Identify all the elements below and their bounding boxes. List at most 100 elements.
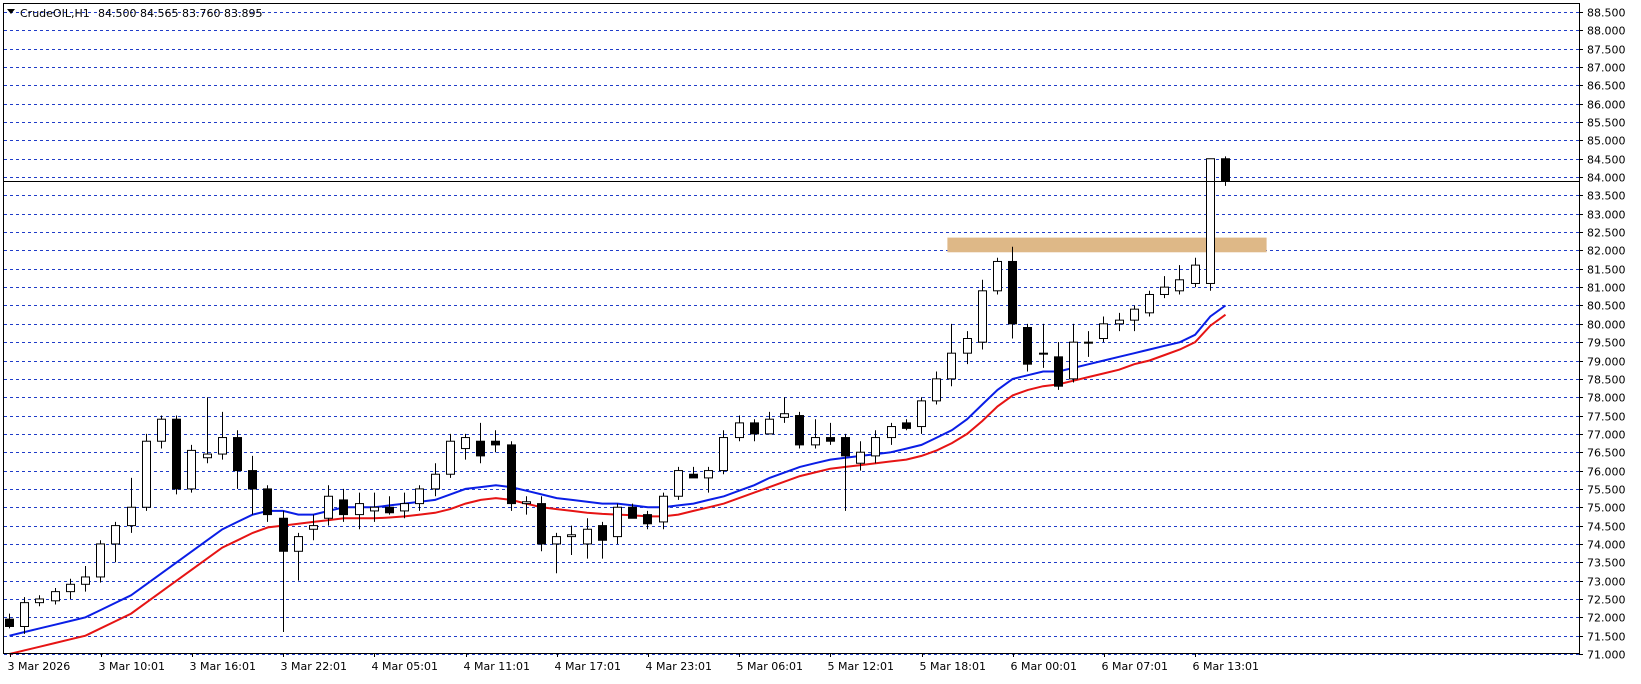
candle[interactable]	[203, 397, 212, 464]
candle[interactable]	[1145, 290, 1154, 317]
candle-body-bull	[613, 506, 622, 538]
candle-body-bull	[309, 525, 318, 530]
candle-body-bull	[856, 451, 865, 464]
candle[interactable]	[917, 397, 926, 434]
candle[interactable]	[507, 441, 516, 511]
candle[interactable]	[111, 521, 120, 563]
candle[interactable]	[659, 492, 668, 530]
candle[interactable]	[157, 415, 166, 449]
candle-body-bear	[689, 473, 698, 479]
candle[interactable]	[1206, 158, 1215, 291]
candle-body-bear	[537, 503, 546, 545]
candle[interactable]	[172, 415, 181, 495]
candle[interactable]	[431, 463, 440, 497]
candle[interactable]	[1099, 316, 1108, 343]
candle[interactable]	[1069, 323, 1078, 383]
candle[interactable]	[1191, 257, 1200, 288]
candle[interactable]	[370, 492, 379, 522]
candle[interactable]	[947, 323, 956, 387]
candle[interactable]	[248, 455, 257, 515]
candle[interactable]	[567, 525, 576, 555]
candle[interactable]	[187, 444, 196, 493]
candle[interactable]	[279, 510, 288, 632]
candle[interactable]	[476, 422, 485, 464]
candle[interactable]	[674, 466, 683, 500]
candle[interactable]	[826, 422, 835, 445]
time-axis[interactable]: 3 Mar 2026 3 Mar 10:01 3 Mar 16:01 3 Mar 22…	[8, 653, 1259, 673]
candle[interactable]	[233, 430, 242, 489]
candle[interactable]	[461, 433, 470, 460]
candle[interactable]	[765, 411, 774, 435]
candle[interactable]	[537, 496, 546, 552]
candle[interactable]	[1160, 276, 1169, 299]
price-axis[interactable]: 88.500 88.000 87.500 87.000 86.500 86.000 85.5…	[1579, 7, 1626, 662]
price-tick-label: 80.500	[1587, 300, 1626, 313]
candle[interactable]	[628, 503, 637, 519]
candle[interactable]	[142, 433, 151, 511]
candle[interactable]	[263, 485, 272, 522]
candle[interactable]	[294, 532, 303, 581]
candle[interactable]	[963, 331, 972, 365]
candle[interactable]	[1175, 265, 1184, 295]
candle-body-bear	[233, 437, 242, 472]
candle[interactable]	[856, 441, 865, 471]
candle[interactable]	[704, 466, 713, 493]
candle[interactable]	[1084, 331, 1093, 357]
candle[interactable]	[795, 411, 804, 449]
candle[interactable]	[598, 521, 607, 559]
price-tick-label: 88.000	[1587, 25, 1626, 38]
candle-body-bull	[719, 437, 728, 472]
candle[interactable]	[51, 587, 60, 605]
candle[interactable]	[81, 565, 90, 592]
candle[interactable]	[780, 397, 789, 423]
candle[interactable]	[1221, 156, 1230, 186]
candle-body-bear	[628, 506, 637, 519]
candle[interactable]	[978, 279, 987, 350]
candle[interactable]	[5, 613, 14, 629]
candle[interactable]	[35, 595, 44, 607]
candle[interactable]	[750, 419, 759, 442]
chevron-down-icon[interactable]	[7, 9, 15, 14]
candle[interactable]	[643, 510, 652, 530]
candle[interactable]	[811, 419, 820, 449]
candle[interactable]	[400, 492, 409, 519]
price-tick-label: 74.500	[1587, 521, 1626, 534]
candle[interactable]	[1054, 342, 1063, 390]
candle[interactable]	[324, 485, 333, 526]
candle[interactable]	[20, 597, 29, 634]
candle[interactable]	[1130, 305, 1139, 332]
price-tick-label: 81.500	[1587, 264, 1626, 277]
candle[interactable]	[1023, 323, 1032, 372]
candle[interactable]	[385, 496, 394, 515]
candle[interactable]	[355, 492, 364, 530]
candle[interactable]	[339, 488, 348, 522]
candle[interactable]	[491, 430, 500, 453]
candle[interactable]	[218, 411, 227, 460]
candle[interactable]	[1008, 246, 1017, 339]
candle[interactable]	[552, 532, 561, 574]
supply-zone[interactable]	[947, 237, 1267, 253]
candle[interactable]	[932, 371, 941, 405]
candle[interactable]	[583, 518, 592, 559]
candle[interactable]	[871, 430, 880, 464]
candle[interactable]	[902, 419, 911, 431]
candle[interactable]	[1039, 323, 1048, 368]
candle[interactable]	[127, 477, 136, 533]
candle[interactable]	[415, 485, 424, 511]
candle[interactable]	[993, 257, 1002, 295]
candle[interactable]	[841, 433, 850, 511]
candle[interactable]	[735, 415, 744, 442]
candle[interactable]	[522, 496, 531, 515]
candle[interactable]	[719, 430, 728, 475]
candle[interactable]	[446, 433, 455, 478]
candle[interactable]	[1115, 312, 1124, 332]
candle[interactable]	[309, 514, 318, 541]
candle[interactable]	[66, 578, 75, 599]
candle[interactable]	[689, 466, 698, 479]
candle[interactable]	[887, 422, 896, 445]
candle[interactable]	[96, 540, 105, 583]
candle[interactable]	[613, 503, 622, 544]
ohlc-readout: 84.500 84.565 83.760 83.895	[98, 7, 262, 20]
